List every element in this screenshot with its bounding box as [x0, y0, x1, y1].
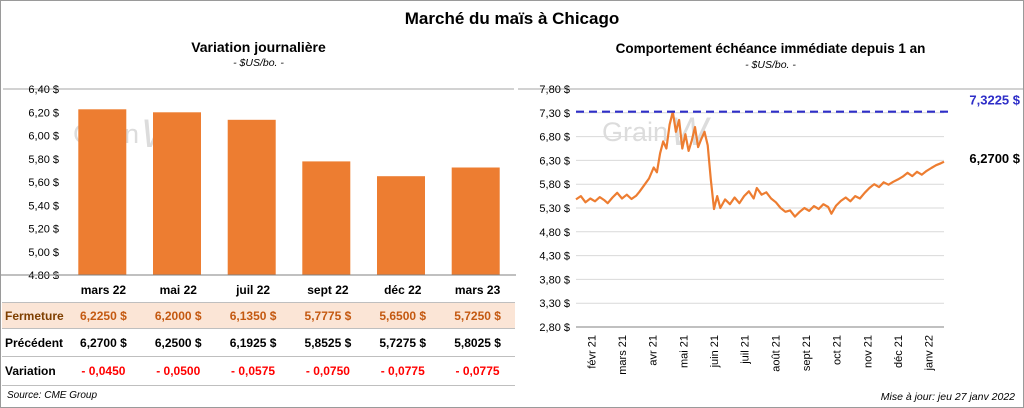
- bar-y-tick-label: 5,40 $: [28, 200, 59, 212]
- table-row-precedent: Précédent 6,2700 $ 6,2500 $ 6,1925 $ 5,8525 …: [2, 329, 515, 357]
- variation-row-label: Variation: [5, 364, 56, 378]
- month-label: mars 22: [80, 282, 127, 297]
- line-y-tick-label: 4,80 $: [539, 227, 570, 239]
- fermeture-value: 6,1350 $: [229, 308, 277, 323]
- precedent-value: 5,8025 $: [454, 335, 501, 350]
- variation-value: - 0,0500: [156, 364, 201, 378]
- line-y-tick-label: 3,80 $: [539, 274, 570, 286]
- month-label: mars 23: [454, 282, 501, 297]
- line-x-tick-label: nov 21: [862, 335, 874, 368]
- table-row-fermeture: Fermeture 6,2250 $ 6,2000 $ 6,1350 $ 5,7775 …: [2, 302, 515, 329]
- bar-y-tick-label: 5,60 $: [28, 177, 59, 189]
- variation-value: - 0,0775: [455, 364, 500, 378]
- bar-y-tick-label: 6,40 $: [28, 84, 59, 96]
- line-x-tick-label: sept 21: [801, 335, 813, 371]
- line-x-tick-label: avr 21: [648, 335, 660, 366]
- precedent-value: 5,7275 $: [379, 335, 427, 350]
- precedent-value: 6,1925 $: [229, 335, 277, 350]
- line-x-tick-label: août 21: [770, 335, 782, 372]
- grainwiz-watermark: Grain: [602, 117, 668, 147]
- bar-chart-title: Variation journalière: [191, 39, 326, 55]
- months-header-row: mars 22 mai 22 juil 22 sept 22 déc 22 mars 23: [2, 277, 515, 302]
- summary-table: mars 22 mai 22 juil 22 sept 22 déc 22 mars 23…: [2, 277, 515, 386]
- table-row-variation: Variation - 0,0450 - 0,0500 - 0,0575 - 0,075…: [2, 357, 515, 386]
- bar-y-tick-label: 5,80 $: [28, 154, 59, 166]
- line-x-tick-label: janv 22: [924, 335, 936, 371]
- fermeture-value: 6,2000 $: [154, 308, 202, 323]
- bar-y-tick-label: 5,20 $: [28, 224, 59, 236]
- line-x-tick-label: févr 21: [586, 335, 598, 369]
- fermeture-row-label: Fermeture: [5, 308, 64, 323]
- line-y-tick-label: 5,80 $: [539, 179, 570, 191]
- bar: [227, 119, 276, 275]
- front-month-line-chart: 7,80 $ 7,30 $ 6,80 $ 6,30 $ 5,80 $ 5,30 $ 4,80…: [518, 84, 1023, 375]
- line-x-tick-label: mai 21: [678, 335, 690, 368]
- update-note: Mise à jour: jeu 27 janv 2022: [880, 391, 1015, 403]
- bar: [377, 176, 425, 275]
- line-chart-subtitle: - $US/bo. -: [745, 59, 796, 71]
- line-y-tick-label: 4,30 $: [539, 251, 570, 263]
- line-y-tick-label: 7,80 $: [539, 84, 570, 96]
- month-label: mai 22: [159, 282, 197, 297]
- month-label: juil 22: [236, 282, 271, 297]
- variation-value: - 0,0750: [305, 364, 350, 378]
- bar: [302, 161, 351, 275]
- source-note: Source: CME Group: [7, 390, 98, 401]
- price-line: [575, 110, 945, 218]
- reference-value-label: 7,3225 $: [969, 93, 1020, 108]
- last-value-label: 6,2700 $: [969, 151, 1020, 166]
- precedent-row-label: Précédent: [5, 335, 64, 350]
- line-x-tick-label: mars 21: [617, 335, 629, 375]
- line-y-tick-label: 7,30 $: [539, 108, 570, 120]
- page-title: Marché du maïs à Chicago: [404, 9, 620, 28]
- line-y-tick-label: 5,30 $: [539, 203, 570, 215]
- bar-chart-subtitle: - $US/bo. -: [233, 57, 284, 69]
- fermeture-value: 6,2250 $: [80, 308, 127, 323]
- variation-value: - 0,0575: [231, 364, 276, 378]
- bar-y-tick-label: 6,00 $: [28, 131, 59, 143]
- precedent-value: 6,2500 $: [154, 335, 202, 350]
- bar-y-tick-label: 6,20 $: [28, 107, 59, 119]
- line-x-tick-label: déc 21: [893, 335, 905, 368]
- month-label: déc 22: [384, 282, 422, 297]
- line-x-tick-label: juin 21: [709, 335, 721, 368]
- line-chart-title: Comportement échéance immédiate depuis 1…: [615, 41, 926, 56]
- variation-value: - 0,0775: [380, 364, 425, 378]
- daily-variation-bar-chart: GrainW6,40 $6,20 $6,00 $5,80 $5,60 $5,40…: [1, 84, 516, 279]
- precedent-value: 5,8525 $: [304, 335, 352, 350]
- precedent-value: 6,2700 $: [80, 335, 127, 350]
- month-label: sept 22: [307, 282, 349, 297]
- line-y-tick-label: 3,30 $: [539, 298, 570, 310]
- fermeture-value: 5,6500 $: [379, 308, 427, 323]
- bar: [451, 167, 500, 275]
- line-y-tick-label: 2,80 $: [539, 322, 570, 334]
- variation-value: - 0,0450: [81, 364, 126, 378]
- fermeture-value: 5,7250 $: [454, 308, 501, 323]
- bar-y-tick-label: 5,00 $: [28, 247, 59, 259]
- bar: [78, 109, 127, 275]
- line-y-tick-label: 6,30 $: [539, 155, 570, 167]
- bar: [153, 112, 201, 275]
- line-x-tick-label: juil 21: [740, 335, 752, 365]
- fermeture-value: 5,7775 $: [304, 308, 352, 323]
- line-y-tick-label: 6,80 $: [539, 132, 570, 144]
- line-x-tick-label: oct 21: [832, 335, 844, 365]
